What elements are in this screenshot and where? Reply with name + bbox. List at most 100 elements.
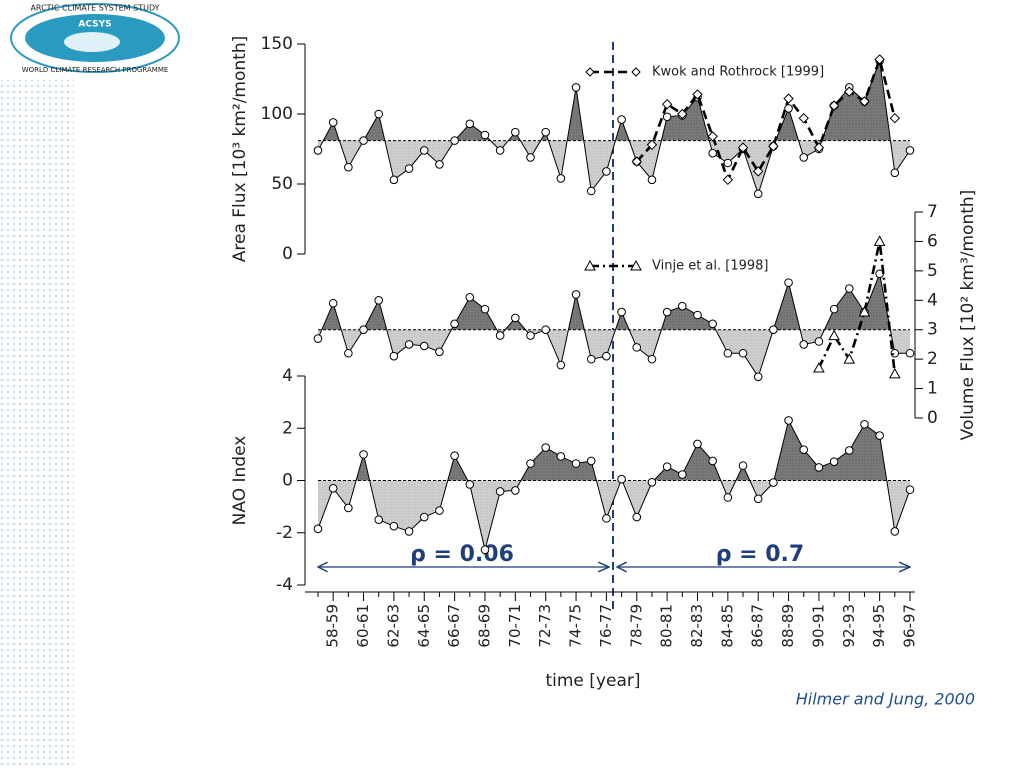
x-tick-label: 64-65 [415, 604, 433, 648]
y-tick-label: 1 [927, 379, 938, 399]
point [313, 334, 323, 343]
point [541, 127, 550, 137]
y-tick-label: 5 [927, 261, 938, 281]
point [814, 337, 824, 346]
point [419, 512, 429, 522]
point [617, 115, 626, 124]
x-tick-label: 86-87 [749, 604, 767, 648]
diamond-marker [768, 140, 779, 152]
point [647, 175, 657, 185]
logo-name: ACSYS [78, 20, 111, 30]
side-pattern [0, 80, 74, 768]
point [328, 118, 338, 127]
diamond-marker [752, 166, 764, 177]
point [890, 168, 900, 178]
diamond-marker [722, 174, 734, 186]
point [632, 343, 642, 352]
x-tick-label: 76-77 [597, 604, 615, 648]
point [556, 452, 566, 461]
point [374, 295, 384, 305]
point [389, 351, 399, 361]
y-tick-label: 0 [282, 471, 293, 491]
x-tick-label: 78-79 [627, 604, 645, 648]
y-axis-label: Area Flux [10³ km²/month] [230, 36, 250, 263]
point [769, 325, 778, 335]
triangle-marker [813, 361, 825, 373]
point [875, 431, 884, 440]
x-tick-label: 84-85 [718, 604, 736, 648]
point [541, 443, 550, 452]
point [693, 439, 702, 449]
y-tick-label: 0 [282, 244, 293, 264]
point [784, 416, 793, 425]
point [465, 119, 475, 129]
diamond-marker [677, 108, 688, 120]
point [404, 164, 414, 173]
legend-marker [585, 67, 641, 77]
point [556, 360, 566, 370]
x-tick-label: 68-69 [475, 604, 493, 648]
y-tick-label: 100 [261, 104, 293, 124]
point [799, 340, 809, 349]
point [844, 284, 854, 293]
point [662, 112, 672, 122]
point [799, 445, 809, 454]
point [617, 307, 626, 317]
point [374, 109, 384, 119]
point [465, 480, 475, 489]
point [905, 348, 915, 358]
point [435, 160, 444, 169]
point [495, 146, 505, 155]
point [753, 372, 763, 382]
point [586, 456, 596, 466]
point [419, 341, 429, 351]
point [435, 347, 444, 357]
x-tick-label: 94-95 [870, 604, 888, 648]
legend-label: Kwok and Rothrock [1999] [652, 65, 824, 80]
point [632, 512, 642, 522]
point [890, 527, 900, 536]
triangle-marker [843, 353, 856, 364]
point [359, 450, 368, 459]
point [723, 158, 733, 168]
area-fill [318, 480, 910, 550]
point [556, 174, 566, 183]
diamond-marker [889, 112, 901, 124]
y-tick-label: 6 [927, 231, 938, 251]
point [313, 146, 323, 155]
point [389, 175, 399, 185]
point [662, 307, 672, 317]
y-tick-label: 2 [282, 418, 293, 438]
triangle-marker [873, 235, 886, 246]
diamond-marker [707, 131, 718, 142]
point [450, 319, 459, 329]
point [693, 310, 702, 320]
logo-top: ARCTIC CLIMATE SYSTEM STUDY [30, 4, 159, 13]
diamond-marker [844, 86, 855, 97]
point [708, 319, 717, 329]
point [905, 146, 915, 155]
point [526, 153, 535, 162]
point [344, 503, 353, 513]
point [753, 494, 763, 504]
y-tick-label: 4 [927, 290, 938, 310]
point [647, 478, 657, 487]
point [586, 354, 596, 364]
correlation-label: ρ = 0.7 [716, 542, 804, 567]
x-tick-label: 92-93 [840, 604, 858, 648]
line [317, 272, 910, 378]
logo-bottom: WORLD CLIMATE RESEARCH PROGRAMME [22, 66, 169, 74]
logo: ARCTIC CLIMATE SYSTEM STUDY ACSYS WORLD … [10, 3, 180, 74]
legend-marker [584, 259, 642, 271]
x-tick-label: 58-59 [324, 604, 342, 648]
point [495, 487, 505, 496]
point [480, 545, 490, 555]
point [389, 521, 399, 531]
y-tick-label: 4 [282, 366, 293, 386]
y-tick-label: 150 [261, 34, 293, 54]
point [450, 451, 459, 460]
point [541, 325, 550, 335]
triangle-marker [828, 329, 840, 341]
